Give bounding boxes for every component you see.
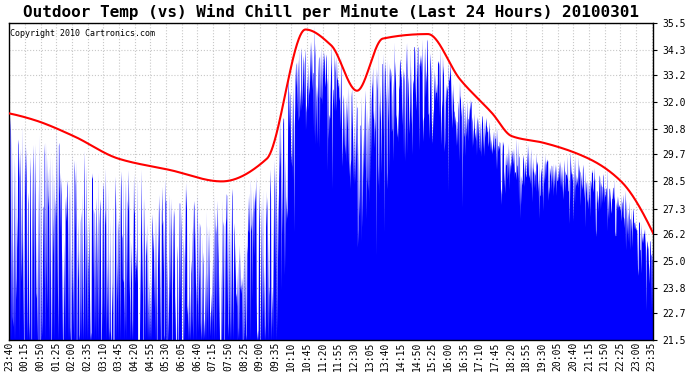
Title: Outdoor Temp (vs) Wind Chill per Minute (Last 24 Hours) 20100301: Outdoor Temp (vs) Wind Chill per Minute …: [23, 4, 639, 20]
Text: Copyright 2010 Cartronics.com: Copyright 2010 Cartronics.com: [10, 29, 155, 38]
